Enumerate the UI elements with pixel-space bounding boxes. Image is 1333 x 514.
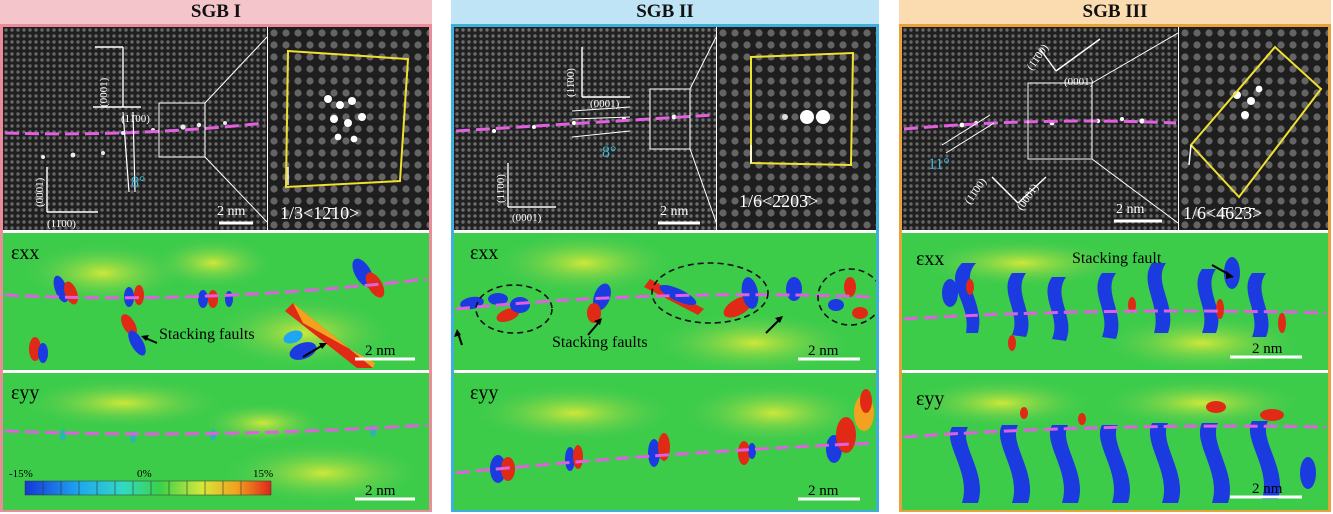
strain-component-label: εyy bbox=[11, 382, 39, 404]
panel-frame: (11̄00) (0001) (11̄00) (0001) 11° 2 nm 1… bbox=[899, 24, 1331, 512]
stacking-fault-annotation: Stacking fault bbox=[1072, 250, 1162, 267]
strain-map-exx: εxx Stacking faults 2 nm bbox=[3, 233, 429, 370]
zoomed-dislocation-core: 1/3<12̄10> bbox=[268, 27, 429, 230]
direction-label: (0001) bbox=[590, 98, 620, 110]
panel-sgb-1: SGB I bbox=[0, 0, 432, 512]
strain-component-label: εyy bbox=[916, 388, 944, 410]
scale-bar-label: 2 nm bbox=[217, 204, 246, 219]
colorbar-mid-label: 0% bbox=[137, 468, 152, 480]
colorbar bbox=[24, 480, 272, 496]
panel-sgb-3: SGB III (11̄00) (0001) (11̄00) (0001 bbox=[899, 0, 1331, 512]
burgers-vector-label: 1/6<4̄62̄3̄> bbox=[1183, 203, 1262, 223]
haadf-image: (0001) (11̄00) (0001) (11̄00) 8° 2 nm bbox=[3, 27, 267, 230]
direction-label: (0001) bbox=[34, 177, 46, 207]
haadf-image: (11̄00) (0001) (11̄00) (0001) 8° 2 nm bbox=[454, 27, 716, 230]
direction-label: (0001) bbox=[1064, 76, 1094, 88]
strain-component-label: εxx bbox=[916, 248, 944, 270]
stacking-fault-annotation: Stacking faults bbox=[552, 334, 648, 351]
panel-frame: (11̄00) (0001) (11̄00) (0001) 8° 2 nm 1/… bbox=[451, 24, 879, 512]
tilt-angle-label: 11° bbox=[928, 156, 950, 173]
panel-title: SGB III bbox=[899, 0, 1331, 24]
direction-label: (0001) bbox=[512, 212, 542, 224]
direction-label: (11̄00) bbox=[495, 174, 507, 203]
zoomed-dislocation-core: 1/6<2̄203̄> bbox=[717, 27, 876, 230]
zoomed-dislocation-core: 1/6<4̄62̄3̄> bbox=[1179, 27, 1328, 230]
direction-label: (0001) bbox=[98, 77, 110, 107]
colorbar-max-label: 15% bbox=[253, 468, 273, 480]
scale-bar-label: 2 nm bbox=[365, 483, 396, 499]
direction-label: (11̄00) bbox=[565, 68, 577, 97]
tilt-angle-label: 8° bbox=[131, 174, 145, 191]
strain-map-exx: εxx Stacking fault 2 nm bbox=[902, 233, 1328, 370]
strain-map-exx: εxx Stacking faults 2 nm bbox=[454, 233, 876, 370]
strain-map-eyy: εyy 2 nm bbox=[454, 373, 876, 510]
stacking-fault-annotation: Stacking faults bbox=[159, 326, 255, 343]
panel-title: SGB II bbox=[451, 0, 879, 24]
burgers-vector-label: 1/3<12̄10> bbox=[280, 203, 359, 223]
colorbar-min-label: -15% bbox=[9, 468, 33, 480]
scale-bar-label: 2 nm bbox=[1252, 341, 1283, 357]
haadf-image: (11̄00) (0001) (11̄00) (0001) 11° 2 nm bbox=[902, 27, 1178, 230]
panel-title: SGB I bbox=[0, 0, 432, 24]
scale-bar-label: 2 nm bbox=[660, 204, 689, 219]
scale-bar-label: 2 nm bbox=[1252, 481, 1283, 497]
strain-map-eyy: εyy 2 nm bbox=[902, 373, 1328, 510]
scale-bar-label: 2 nm bbox=[365, 343, 396, 359]
tilt-angle-label: 8° bbox=[602, 144, 616, 161]
strain-map-eyy: εyy -15% 0% 15% 2 nm bbox=[3, 373, 429, 510]
strain-component-label: εxx bbox=[470, 242, 498, 264]
panel-frame: (0001) (11̄00) (0001) (11̄00) 8° 2 nm bbox=[0, 24, 432, 512]
strain-component-label: εxx bbox=[11, 242, 39, 264]
scale-bar-label: 2 nm bbox=[1116, 202, 1145, 217]
direction-label: (11̄00) bbox=[47, 218, 76, 230]
burgers-vector-label: 1/6<2̄203̄> bbox=[739, 191, 818, 211]
panel-sgb-2: SGB II (11̄00) (0001) (11̄00) bbox=[451, 0, 879, 512]
scale-bar-label: 2 nm bbox=[808, 483, 839, 499]
direction-label: (11̄00) bbox=[121, 113, 150, 125]
strain-component-label: εyy bbox=[470, 382, 498, 404]
scale-bar-label: 2 nm bbox=[808, 343, 839, 359]
